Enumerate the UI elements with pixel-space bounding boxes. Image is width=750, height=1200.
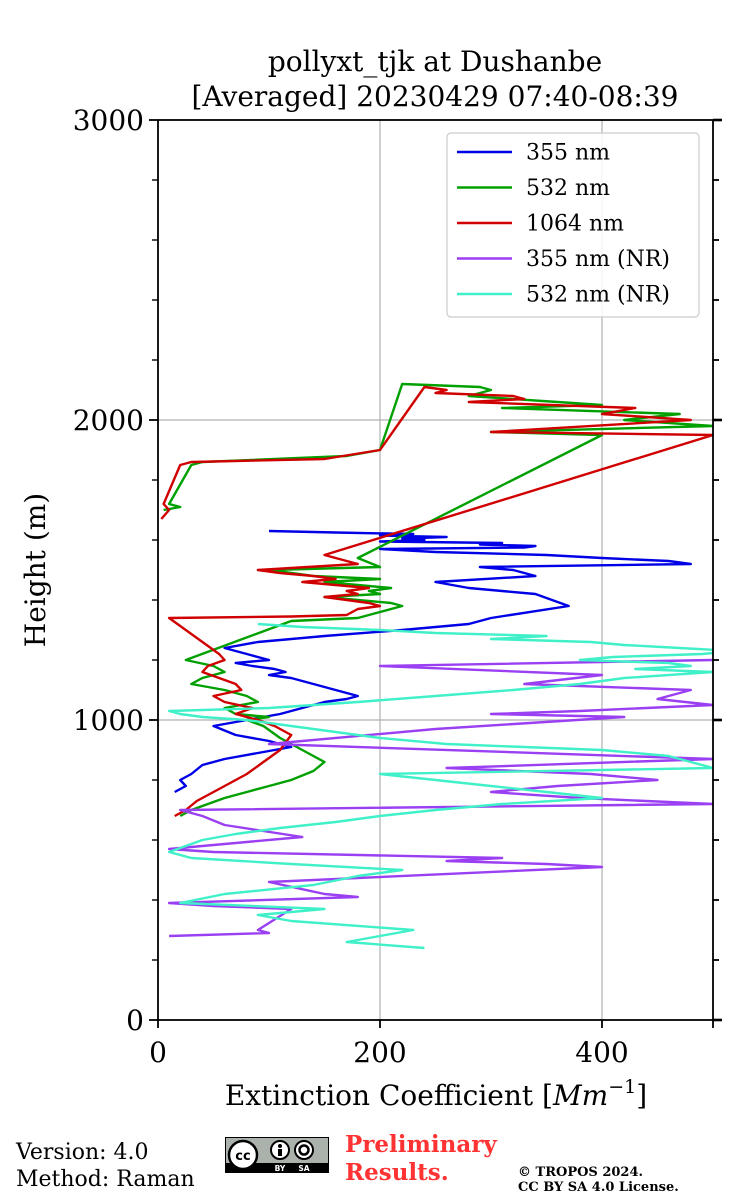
axis-ticks: 0 200 400 0 1000 2000 3000: [73, 104, 722, 1069]
preliminary-line-2: Results.: [345, 1159, 449, 1186]
cc-badge-lower-band: [225, 1163, 329, 1173]
x-axis-label-main: Extinction Coefficient [: [225, 1079, 553, 1112]
y-tick-label: 1000: [73, 704, 144, 737]
chart-title-line-2: [Averaged] 20230429 07:40-08:39: [192, 80, 679, 113]
cc-icon: [227, 1139, 259, 1171]
x-axis-label-unit: Mm: [552, 1079, 608, 1112]
x-axis-label-exponent: −1: [608, 1076, 636, 1098]
preliminary-line-1: Preliminary: [345, 1131, 497, 1158]
x-tick-label: 200: [353, 1036, 406, 1069]
copyright-line-1: © TROPOS 2024.: [518, 1165, 644, 1180]
series-group: [160, 382, 713, 950]
x-tick-label: 0: [149, 1036, 167, 1069]
x-axis-label: Extinction Coefficient [Mm−1]: [225, 1076, 647, 1112]
y-tick-label: 0: [126, 1004, 144, 1037]
sa-icon-arrow: [298, 1144, 310, 1156]
legend-box: [446, 132, 700, 318]
by-icon-head: [278, 1144, 282, 1148]
series-line-4: [167, 622, 713, 950]
plot-frame: [157, 119, 714, 1021]
footer-method: Method: Raman: [16, 1167, 195, 1192]
copyright-note: © TROPOS 2024. CC BY SA 4.0 License.: [518, 1165, 679, 1195]
series-line-1: [163, 382, 713, 818]
y-axis-label: Height (m): [19, 493, 52, 647]
x-tick-label: 400: [575, 1036, 628, 1069]
legend-label-2: 1064 nm: [526, 212, 624, 237]
sa-icon: [294, 1140, 314, 1160]
legend-label-4: 532 nm (NR): [526, 283, 670, 308]
by-icon-body: [278, 1149, 282, 1156]
preliminary-results-note: Preliminary Results.: [345, 1131, 497, 1187]
footer-version: Version: 4.0: [16, 1140, 149, 1165]
y-tick-label: 3000: [73, 104, 144, 137]
chart-title-line-1: pollyxt_tjk at Dushanbe: [268, 45, 602, 78]
copyright-line-2: CC BY SA 4.0 License.: [518, 1180, 679, 1195]
legend-label-3: 355 nm (NR): [526, 247, 670, 272]
sa-label: SA: [298, 1164, 309, 1173]
x-axis-label-close: ]: [636, 1079, 647, 1112]
y-tick-label: 2000: [73, 404, 144, 437]
legend-label-1: 532 nm: [526, 176, 610, 201]
by-label: BY: [275, 1164, 286, 1173]
series-line-0: [174, 529, 692, 794]
legend-label-0: 355 nm: [526, 141, 610, 166]
cc-by-sa-license-logo: cc BY SA: [225, 1137, 329, 1173]
series-line-3: [167, 658, 713, 938]
cc-icon-glyph: cc: [235, 1149, 250, 1164]
legend: 355 nm 532 nm 1064 nm 355 nm (NR) 532 nm (NR…: [446, 132, 700, 318]
